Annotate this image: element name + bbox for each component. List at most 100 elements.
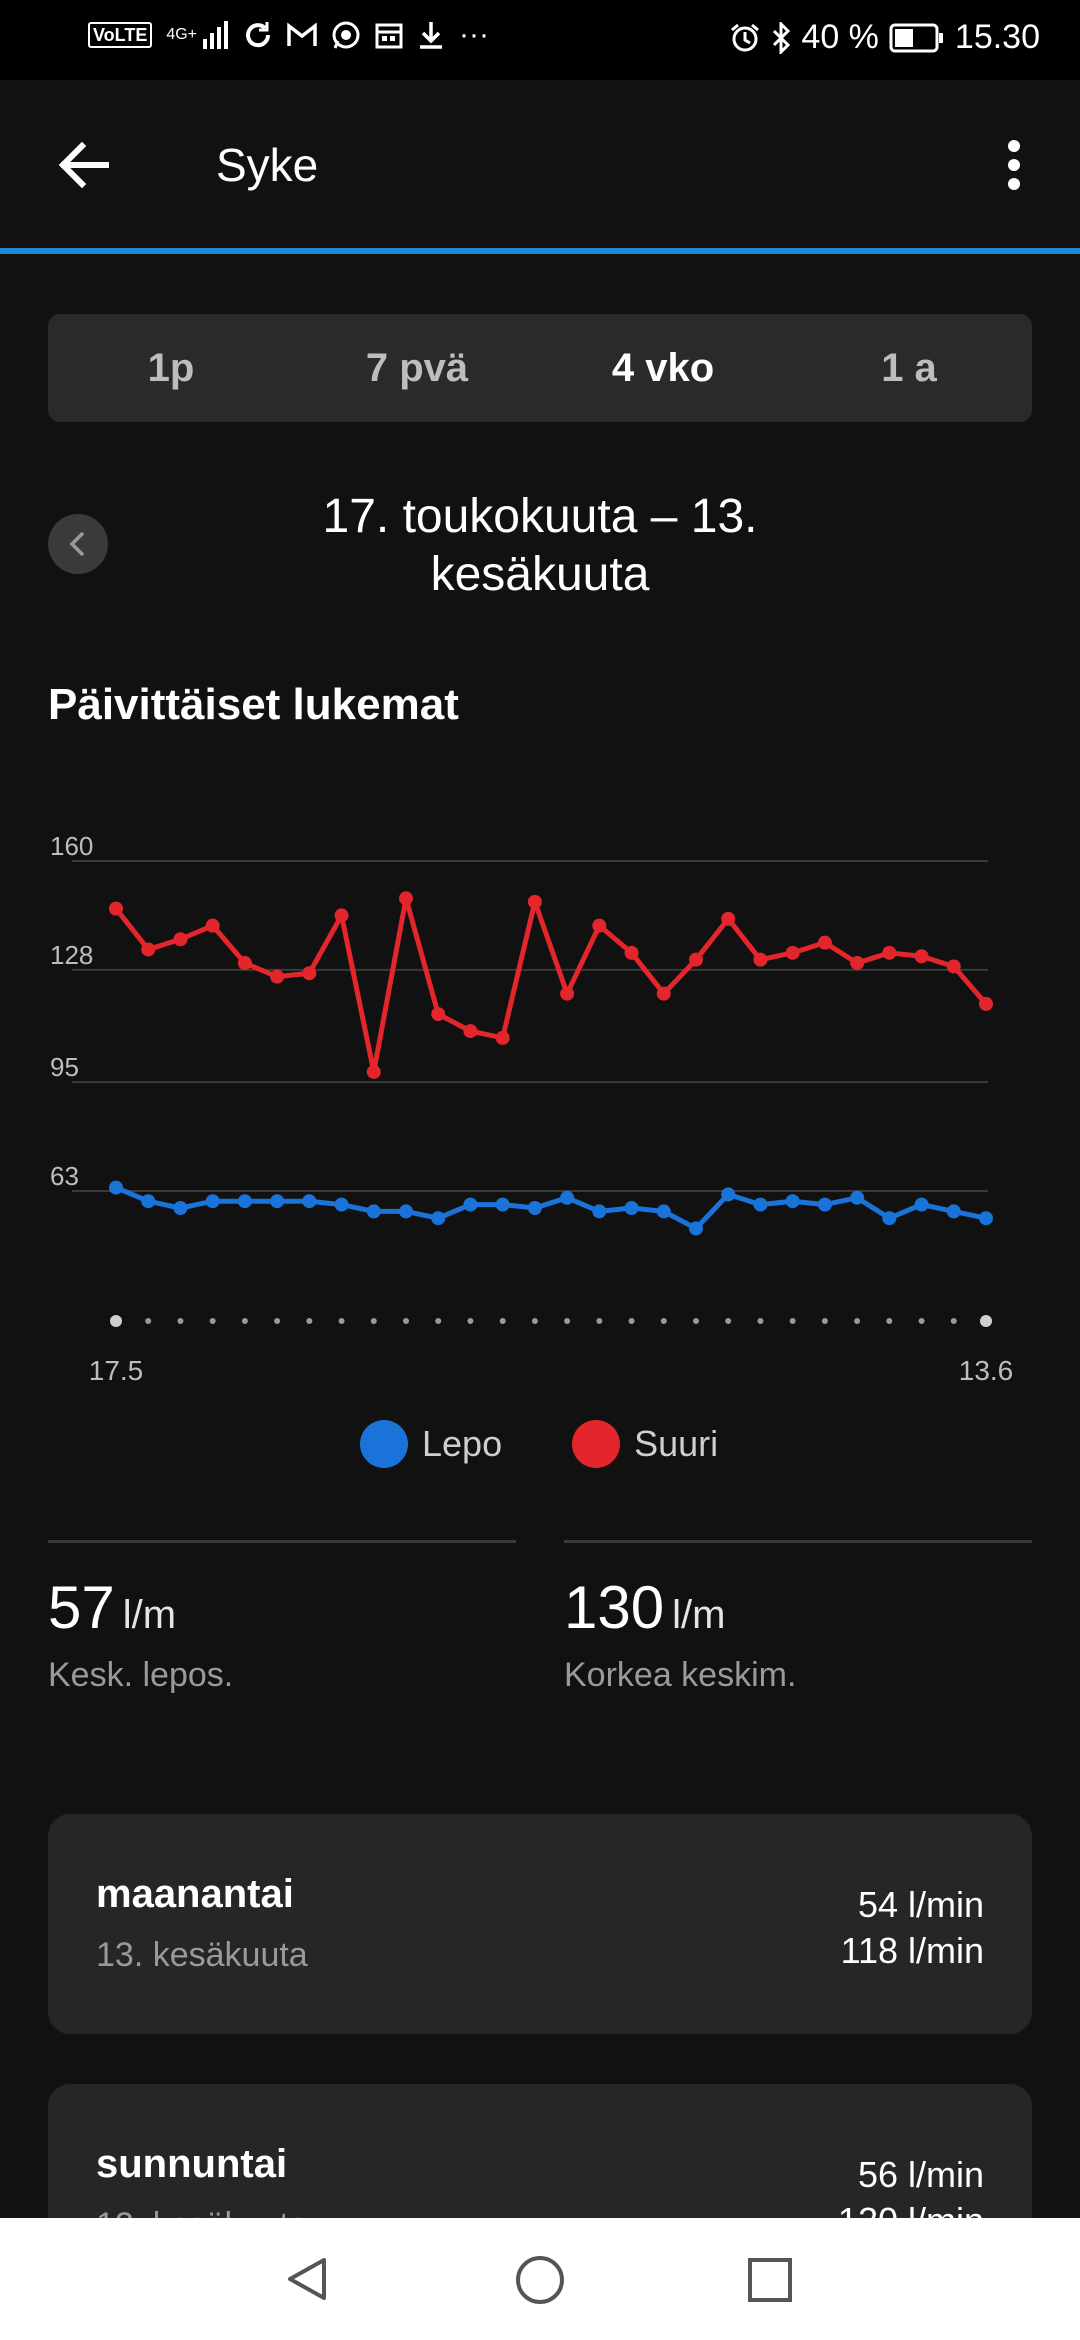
data-point-high	[592, 918, 607, 933]
data-point-rest	[721, 1187, 736, 1202]
data-point-rest	[656, 1204, 671, 1219]
x-axis-dot	[918, 1318, 925, 1324]
y-tick-label: 128	[50, 940, 93, 970]
legend-high-label: Suuri	[634, 1423, 719, 1464]
data-point-rest	[237, 1194, 252, 1209]
back-button[interactable]	[50, 130, 120, 200]
status-icons-right: 40 % 15.30	[729, 18, 1040, 57]
x-axis-dot	[110, 1315, 122, 1327]
data-point-rest	[109, 1180, 123, 1195]
x-axis-dot	[564, 1318, 571, 1324]
data-point-high	[399, 891, 413, 906]
data-point-high	[237, 956, 252, 971]
day-card-high-value: 118 l/min	[840, 1930, 984, 1971]
data-point-rest	[592, 1204, 607, 1219]
network-label: 4G+	[166, 26, 198, 43]
data-point-high	[946, 959, 961, 974]
data-point-high	[495, 1030, 510, 1045]
arrow-left-icon	[58, 141, 109, 189]
x-axis-dot	[725, 1318, 732, 1324]
data-point-rest	[882, 1211, 897, 1226]
volte-badge: VoLTE	[88, 22, 153, 48]
data-point-high	[334, 908, 349, 923]
data-point-rest	[946, 1204, 961, 1219]
tab-1a[interactable]: 1 a	[881, 345, 937, 390]
legend-high: Suuri	[572, 1420, 718, 1468]
data-point-rest	[270, 1194, 285, 1209]
stat-avg-rest-unit: l/m	[122, 1593, 177, 1637]
x-axis-dot	[596, 1318, 603, 1324]
data-point-rest	[817, 1197, 832, 1212]
data-point-rest	[173, 1201, 188, 1216]
y-tick-label: 95	[50, 1052, 79, 1082]
x-axis-dot	[628, 1318, 635, 1324]
y-tick-label: 63	[50, 1161, 79, 1191]
x-axis-dot	[403, 1318, 409, 1324]
data-point-high	[753, 952, 768, 967]
data-point-rest	[141, 1194, 156, 1209]
data-point-high	[979, 996, 993, 1011]
data-point-high	[173, 932, 188, 947]
legend-high-swatch	[572, 1420, 621, 1468]
data-point-high	[785, 945, 800, 960]
x-axis-dot	[789, 1318, 796, 1324]
data-point-rest	[205, 1194, 220, 1209]
x-tick-label: 17.5	[89, 1355, 144, 1386]
stat-avg-high-unit: l/m	[672, 1593, 726, 1637]
x-axis-dot	[274, 1318, 281, 1324]
chevron-left-icon	[69, 531, 85, 557]
tab-7pva[interactable]: 7 pvä	[365, 345, 469, 390]
x-axis-dot	[950, 1318, 957, 1324]
x-axis-dot	[338, 1318, 345, 1324]
day-card-date: 13. kesäkuuta	[96, 1936, 308, 1974]
data-point-rest	[302, 1194, 317, 1209]
nav-home-icon[interactable]	[514, 2254, 566, 2306]
app-bar-accent-line	[0, 248, 1080, 254]
stat-avg-high: 130 l/m Korkea keskim.	[564, 1540, 1032, 1695]
data-point-high	[914, 949, 929, 964]
x-axis-dot	[980, 1315, 992, 1327]
battery-percent: 40 %	[801, 18, 879, 56]
chart-legend: Lepo Suuri	[360, 1420, 718, 1468]
stat-avg-rest-value-row: 57 l/m	[48, 1573, 516, 1642]
download-icon	[420, 22, 443, 49]
range-selector: 1p 7 pvä 4 vko 1 a	[48, 314, 1032, 422]
series-line-high	[114, 895, 988, 1075]
day-card-monday[interactable]: maanantai 13. kesäkuuta 54 l/min 118 l/m…	[48, 1814, 1032, 2034]
status-bar: VoLTE 4G+ ··· 40 % 15.30	[0, 0, 1080, 80]
app-bar	[0, 80, 1080, 250]
tab-4vko[interactable]: 4 vko	[611, 345, 715, 390]
x-axis-dot	[821, 1318, 828, 1324]
day-card-weekday: sunnuntai	[96, 2142, 288, 2186]
data-point-high	[109, 901, 123, 916]
data-point-high	[817, 935, 832, 950]
data-point-rest	[979, 1211, 993, 1226]
x-axis-dot	[693, 1318, 699, 1324]
data-point-rest	[785, 1194, 800, 1209]
nav-recents-icon[interactable]	[746, 2256, 794, 2304]
x-axis-dot	[660, 1318, 667, 1324]
x-axis-dot	[145, 1318, 152, 1324]
x-axis-dot	[886, 1318, 893, 1324]
signal-icon	[203, 21, 229, 49]
data-point-rest	[463, 1197, 478, 1212]
status-icons-left: VoLTE 4G+ ···	[88, 18, 489, 52]
page-title: Syke	[216, 139, 319, 191]
battery-icon	[889, 23, 943, 52]
data-point-rest	[399, 1204, 413, 1219]
data-point-high	[656, 986, 671, 1001]
data-point-high	[141, 942, 156, 957]
nav-back-icon[interactable]	[282, 2254, 332, 2304]
data-point-high	[527, 894, 542, 909]
data-point-high	[302, 966, 317, 981]
data-point-high	[882, 945, 897, 960]
overflow-menu-button[interactable]	[992, 130, 1042, 200]
data-point-rest	[366, 1204, 381, 1219]
series-line-rest	[115, 1185, 987, 1231]
data-point-high	[560, 986, 575, 1001]
previous-period-button[interactable]	[48, 514, 108, 574]
calendar-icon	[375, 23, 403, 49]
x-axis-dot	[209, 1318, 216, 1324]
alarm-icon	[731, 23, 760, 51]
tab-1p[interactable]: 1p	[147, 345, 195, 390]
